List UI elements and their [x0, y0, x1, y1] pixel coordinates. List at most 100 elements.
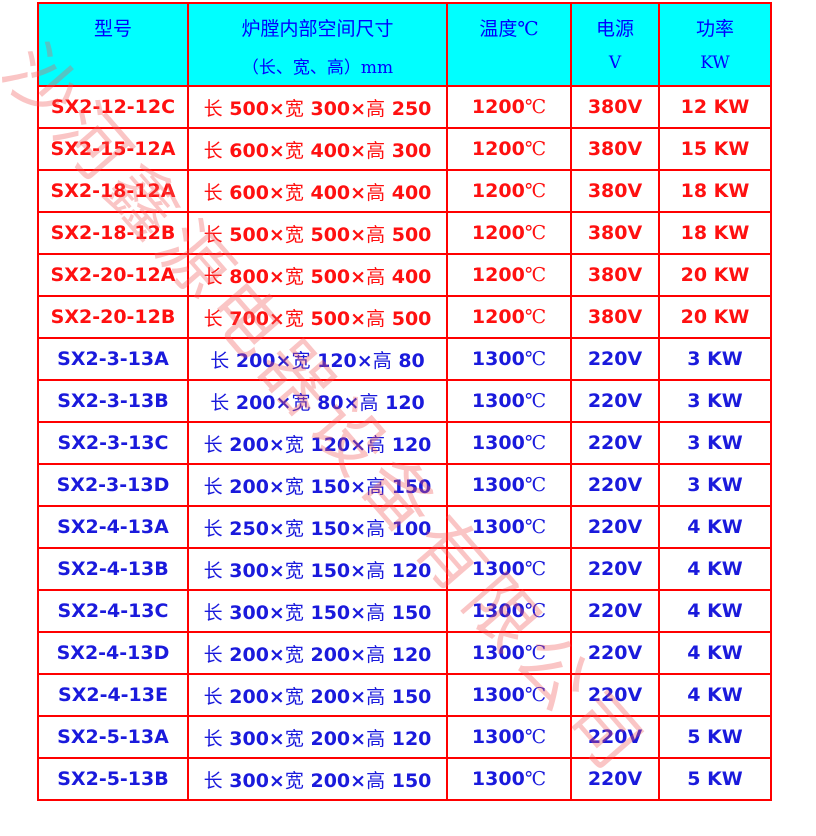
- model-cell: SX2-3-13C: [37, 421, 189, 465]
- power-cell: 3 KW: [658, 463, 772, 507]
- voltage-cell: 220V: [570, 505, 660, 549]
- size-cell: 长 600×宽 400×高 300: [187, 127, 448, 171]
- voltage-cell: 220V: [570, 463, 660, 507]
- size-cell: 长 300×宽 200×高 120: [187, 715, 448, 759]
- voltage-cell: 380V: [570, 295, 660, 339]
- voltage-cell: 220V: [570, 379, 660, 423]
- voltage-cell: 220V: [570, 547, 660, 591]
- table-row: SX2-20-12B 长 700×宽 500×高 500 1200℃ 380V 20 K…: [37, 295, 772, 339]
- model-cell: SX2-5-13B: [37, 757, 189, 801]
- header-temp: 温度℃: [446, 2, 572, 87]
- header-model: 型号: [37, 2, 189, 87]
- size-cell: 长 300×宽 150×高 120: [187, 547, 448, 591]
- table-row: SX2-18-12B 长 500×宽 500×高 500 1200℃ 380V 18 K…: [37, 211, 772, 255]
- temp-cell: 1300℃: [446, 673, 572, 717]
- voltage-cell: 380V: [570, 127, 660, 171]
- model-cell: SX2-4-13C: [37, 589, 189, 633]
- model-cell: SX2-3-13A: [37, 337, 189, 381]
- temp-cell: 1300℃: [446, 547, 572, 591]
- voltage-cell: 220V: [570, 631, 660, 675]
- size-cell: 长 200×宽 150×高 150: [187, 463, 448, 507]
- table-row: SX2-4-13B 长 300×宽 150×高 120 1300℃ 220V 4 KW: [37, 547, 772, 591]
- power-cell: 3 KW: [658, 337, 772, 381]
- size-cell: 长 500×宽 300×高 250: [187, 85, 448, 129]
- power-cell: 4 KW: [658, 547, 772, 591]
- table-row: SX2-20-12A 长 800×宽 500×高 400 1200℃ 380V 20 K…: [37, 253, 772, 297]
- temp-cell: 1300℃: [446, 715, 572, 759]
- size-cell: 长 600×宽 400×高 400: [187, 169, 448, 213]
- voltage-cell: 220V: [570, 757, 660, 801]
- size-cell: 长 200×宽 200×高 120: [187, 631, 448, 675]
- voltage-cell: 220V: [570, 673, 660, 717]
- size-cell: 长 200×宽 120×高 80: [187, 337, 448, 381]
- model-cell: SX2-20-12B: [37, 295, 189, 339]
- header-row: 型号 炉膛内部空间尺寸 （长、宽、高）mm 温度℃ 电源 V 功率 KW: [37, 2, 772, 87]
- power-cell: 18 KW: [658, 211, 772, 255]
- table-row: SX2-3-13A 长 200×宽 120×高 80 1300℃ 220V 3 KW: [37, 337, 772, 381]
- table-row: SX2-4-13D 长 200×宽 200×高 120 1300℃ 220V 4 KW: [37, 631, 772, 675]
- temp-cell: 1300℃: [446, 337, 572, 381]
- model-cell: SX2-4-13A: [37, 505, 189, 549]
- temp-cell: 1200℃: [446, 253, 572, 297]
- power-cell: 15 KW: [658, 127, 772, 171]
- power-cell: 4 KW: [658, 631, 772, 675]
- temp-cell: 1300℃: [446, 505, 572, 549]
- table-row: SX2-15-12A 长 600×宽 400×高 300 1200℃ 380V 15 K…: [37, 127, 772, 171]
- temp-cell: 1200℃: [446, 85, 572, 129]
- voltage-cell: 380V: [570, 85, 660, 129]
- power-cell: 3 KW: [658, 421, 772, 465]
- size-cell: 长 300×宽 150×高 150: [187, 589, 448, 633]
- model-cell: SX2-18-12A: [37, 169, 189, 213]
- model-cell: SX2-20-12A: [37, 253, 189, 297]
- size-cell: 长 200×宽 200×高 150: [187, 673, 448, 717]
- temp-cell: 1300℃: [446, 421, 572, 465]
- size-cell: 长 250×宽 150×高 100: [187, 505, 448, 549]
- voltage-cell: 380V: [570, 211, 660, 255]
- voltage-cell: 220V: [570, 421, 660, 465]
- size-cell: 长 500×宽 500×高 500: [187, 211, 448, 255]
- power-cell: 4 KW: [658, 673, 772, 717]
- temp-cell: 1300℃: [446, 589, 572, 633]
- power-cell: 3 KW: [658, 379, 772, 423]
- header-power-supply: 电源 V: [570, 2, 660, 87]
- power-cell: 20 KW: [658, 253, 772, 297]
- voltage-cell: 380V: [570, 169, 660, 213]
- power-cell: 4 KW: [658, 589, 772, 633]
- temp-cell: 1200℃: [446, 127, 572, 171]
- temp-cell: 1300℃: [446, 631, 572, 675]
- temp-cell: 1300℃: [446, 757, 572, 801]
- table-row: SX2-3-13C 长 200×宽 120×高 120 1300℃ 220V 3 KW: [37, 421, 772, 465]
- temp-cell: 1200℃: [446, 295, 572, 339]
- voltage-cell: 220V: [570, 589, 660, 633]
- temp-cell: 1200℃: [446, 169, 572, 213]
- voltage-cell: 220V: [570, 337, 660, 381]
- power-cell: 18 KW: [658, 169, 772, 213]
- size-cell: 长 800×宽 500×高 400: [187, 253, 448, 297]
- table-row: SX2-4-13A 长 250×宽 150×高 100 1300℃ 220V 4 KW: [37, 505, 772, 549]
- temp-cell: 1200℃: [446, 211, 572, 255]
- table-row: SX2-5-13A 长 300×宽 200×高 120 1300℃ 220V 5 KW: [37, 715, 772, 759]
- model-cell: SX2-5-13A: [37, 715, 189, 759]
- model-cell: SX2-12-12C: [37, 85, 189, 129]
- voltage-cell: 220V: [570, 715, 660, 759]
- temp-cell: 1300℃: [446, 463, 572, 507]
- table-row: SX2-4-13E 长 200×宽 200×高 150 1300℃ 220V 4 KW: [37, 673, 772, 717]
- table-row: SX2-3-13B 长 200×宽 80×高 120 1300℃ 220V 3 KW: [37, 379, 772, 423]
- size-cell: 长 200×宽 80×高 120: [187, 379, 448, 423]
- model-cell: SX2-4-13B: [37, 547, 189, 591]
- power-cell: 20 KW: [658, 295, 772, 339]
- spec-table: 型号 炉膛内部空间尺寸 （长、宽、高）mm 温度℃ 电源 V 功率 KW SX2-12…: [37, 2, 772, 801]
- size-cell: 长 700×宽 500×高 500: [187, 295, 448, 339]
- table-row: SX2-3-13D 长 200×宽 150×高 150 1300℃ 220V 3 KW: [37, 463, 772, 507]
- model-cell: SX2-4-13D: [37, 631, 189, 675]
- power-cell: 5 KW: [658, 715, 772, 759]
- power-cell: 5 KW: [658, 757, 772, 801]
- header-size: 炉膛内部空间尺寸 （长、宽、高）mm: [187, 2, 448, 87]
- power-cell: 12 KW: [658, 85, 772, 129]
- size-cell: 长 200×宽 120×高 120: [187, 421, 448, 465]
- power-cell: 4 KW: [658, 505, 772, 549]
- voltage-cell: 380V: [570, 253, 660, 297]
- temp-cell: 1300℃: [446, 379, 572, 423]
- table-row: SX2-12-12C 长 500×宽 300×高 250 1200℃ 380V 12 K…: [37, 85, 772, 129]
- model-cell: SX2-18-12B: [37, 211, 189, 255]
